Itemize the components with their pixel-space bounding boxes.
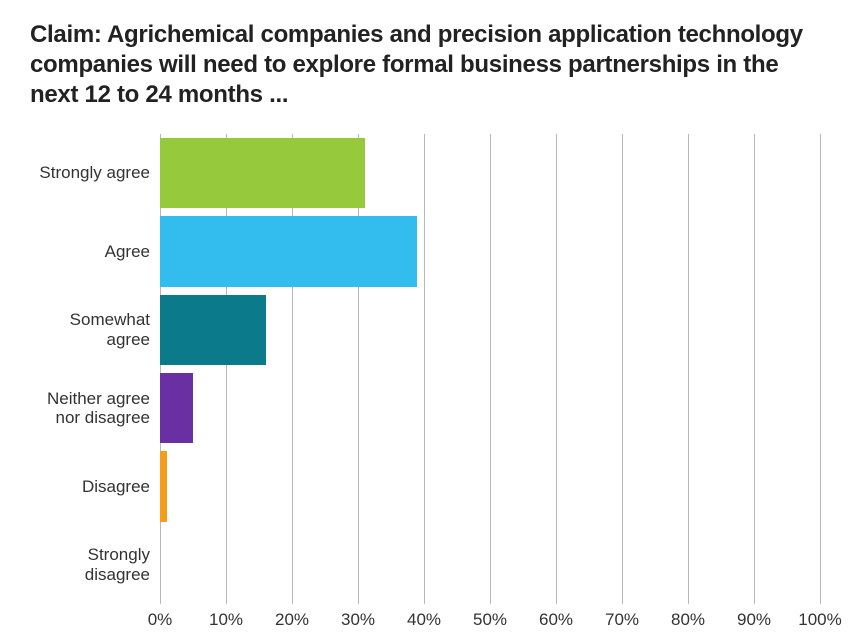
bar-track	[160, 212, 820, 290]
x-tick: 0%	[148, 610, 173, 630]
plot-area: Strongly agreeAgreeSomewhat agreeNeither…	[160, 134, 820, 634]
x-tick: 20%	[275, 610, 309, 630]
bar-label: Agree	[30, 212, 160, 290]
bar-fill	[160, 451, 167, 521]
bars-container: Strongly agreeAgreeSomewhat agreeNeither…	[160, 134, 820, 604]
x-tick: 60%	[539, 610, 573, 630]
gridline	[820, 134, 821, 604]
bar-label: Strongly disagree	[30, 526, 160, 604]
bar-chart: Strongly agreeAgreeSomewhat agreeNeither…	[30, 134, 830, 634]
x-tick: 80%	[671, 610, 705, 630]
bar-track	[160, 447, 820, 525]
table-row: Agree	[160, 212, 820, 290]
bar-track	[160, 291, 820, 369]
bar-fill	[160, 373, 193, 443]
bar-label: Neither agree nor disagree	[30, 369, 160, 447]
bar-label: Disagree	[30, 447, 160, 525]
x-tick: 40%	[407, 610, 441, 630]
bar-track	[160, 369, 820, 447]
x-tick: 70%	[605, 610, 639, 630]
table-row: Strongly agree	[160, 134, 820, 212]
table-row: Neither agree nor disagree	[160, 369, 820, 447]
x-tick: 50%	[473, 610, 507, 630]
x-tick: 100%	[798, 610, 841, 630]
bar-label: Somewhat agree	[30, 291, 160, 369]
table-row: Strongly disagree	[160, 526, 820, 604]
x-tick: 30%	[341, 610, 375, 630]
table-row: Disagree	[160, 447, 820, 525]
bar-fill	[160, 216, 417, 286]
bar-fill	[160, 295, 266, 365]
chart-title: Claim: Agrichemical companies and precis…	[30, 20, 830, 110]
bar-track	[160, 526, 820, 604]
bar-track	[160, 134, 820, 212]
x-axis: 0%10%20%30%40%50%60%70%80%90%100%	[160, 604, 820, 634]
bar-fill	[160, 138, 365, 208]
table-row: Somewhat agree	[160, 291, 820, 369]
bar-label: Strongly agree	[30, 134, 160, 212]
x-tick: 10%	[209, 610, 243, 630]
x-tick: 90%	[737, 610, 771, 630]
